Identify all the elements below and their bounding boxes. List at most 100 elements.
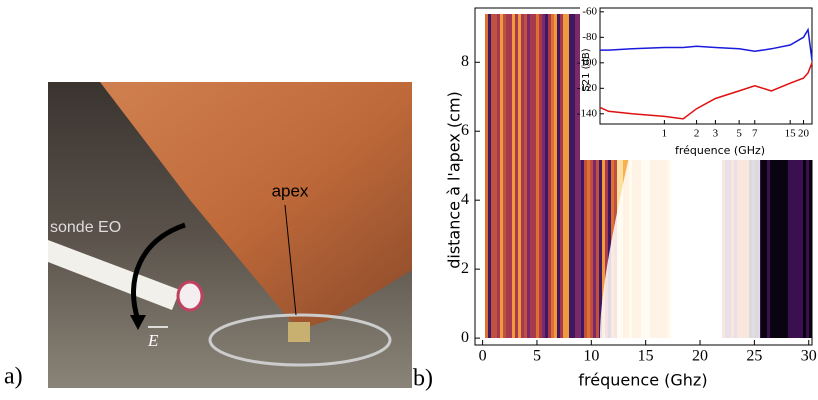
heatmap-stripe: [554, 14, 558, 338]
probe: [48, 240, 180, 310]
heatmap-stripe: [542, 14, 546, 338]
heatmap-stripe: [569, 14, 573, 338]
heatmap-stripe: [497, 14, 501, 338]
heatmap-stripe: [563, 14, 567, 338]
heatmap-stripe: [770, 14, 774, 338]
heatmap-stripe: [767, 14, 771, 338]
heatmap-stripe: [527, 14, 531, 338]
x-tick-label: 15: [638, 348, 654, 365]
heatmap-stripe: [524, 14, 528, 338]
heatmap-stripe: [572, 14, 576, 338]
heatmap-stripe: [560, 14, 564, 338]
y-tick-label: -100: [577, 56, 598, 68]
heatmap-stripe: [797, 14, 801, 338]
heatmap-stripe: [521, 14, 525, 338]
heatmap-stripe: [776, 14, 780, 338]
heatmap-stripe: [491, 14, 495, 338]
probe-label: sonde EO: [50, 219, 121, 236]
heatmap-stripe: [485, 14, 489, 338]
panel-label: b): [413, 366, 433, 392]
y-axis-label: S21 (dB): [581, 48, 592, 91]
heatmap-stripe: [536, 14, 540, 338]
heatmap-stripe: [773, 14, 777, 338]
heatmap-stripe: [791, 14, 795, 338]
heatmap-stripe: [545, 14, 549, 338]
heatmap-stripe: [617, 14, 621, 338]
y-tick-label: 4: [461, 191, 469, 208]
y-tick-label: -80: [582, 31, 597, 43]
x-axis-label: fréquence (GHz): [675, 144, 765, 157]
heatmap-stripe: [590, 14, 594, 338]
x-tick-label: 30: [801, 348, 817, 365]
heatmap-stripe: [785, 14, 789, 338]
x-tick-label: 20: [692, 348, 708, 365]
x-tick-label: 25: [746, 348, 762, 365]
heatmap-stripe: [509, 14, 513, 338]
panel-label: a): [4, 364, 23, 390]
heatmap-stripe: [500, 14, 504, 338]
inset-frame: [599, 7, 813, 125]
heatmap-stripe: [788, 14, 792, 338]
x-tick-label: 2: [694, 128, 700, 140]
heatmap-stripe: [506, 14, 510, 338]
heatmap-stripe: [764, 14, 768, 338]
x-tick-label: 10: [583, 348, 599, 365]
heatmap-stripe: [761, 14, 765, 338]
heatmap-stripe: [518, 14, 522, 338]
apex-pointer: [284, 204, 297, 316]
probe-end: [176, 280, 204, 312]
copper-cone: [100, 82, 412, 330]
heatmap-stripe: [623, 14, 627, 338]
heatmap-stripe: [620, 14, 624, 338]
heatmap-stripe: [578, 14, 582, 338]
x-tick-label: 5: [533, 348, 541, 365]
heatmap-stripe: [551, 14, 555, 338]
heatmap-stripe: [803, 14, 807, 338]
y-tick-label: 6: [461, 122, 469, 139]
y-tick-label: 0: [461, 329, 469, 346]
heatmap-stripe: [584, 14, 588, 338]
series-line: [600, 27, 813, 61]
heatmap-stripe: [806, 14, 810, 338]
heatmap-stripe: [488, 14, 492, 338]
series-line: [599, 62, 813, 120]
x-tick-label: 3: [713, 128, 719, 140]
x-tick-label: 1: [662, 128, 668, 140]
heatmap-stripe: [566, 14, 570, 338]
x-tick-label: 5: [736, 128, 742, 140]
heatmap-stripe: [575, 14, 579, 338]
field-label: E: [147, 331, 159, 350]
heatmap-stripe: [548, 14, 552, 338]
x-tick-label: 7: [752, 128, 758, 140]
heatmap-stripe: [494, 14, 498, 338]
y-tick-label: 8: [461, 53, 469, 70]
heatmap-stripe: [782, 14, 786, 338]
arrow: [131, 222, 186, 321]
heatmap-stripe: [539, 14, 543, 338]
y-tick-label: -60: [582, 5, 597, 17]
y-tick-label: -120: [577, 82, 598, 94]
heatmap-stripe: [596, 14, 600, 338]
x-tick-label: 0: [479, 348, 487, 365]
heatmap-stripe: [557, 14, 561, 338]
heatmap-stripe: [800, 14, 804, 338]
inset-background: [580, 3, 816, 160]
heatmap-stripe: [581, 14, 585, 338]
apex-tip: [288, 322, 310, 342]
ring: [208, 313, 392, 367]
photo: apex sonde EO E: [48, 82, 412, 388]
y-axis-label: distance à l'apex (cm): [445, 91, 464, 269]
heatmap-stripe: [587, 14, 591, 338]
y-tick-label: -140: [577, 107, 598, 119]
y-tick-label: 2: [461, 260, 469, 277]
heatmap-stripe: [611, 14, 615, 338]
heatmap-stripe: [515, 14, 519, 338]
arrow-head: [130, 315, 146, 330]
heatmap-stripe: [602, 14, 606, 338]
heatmap-stripe: [530, 14, 534, 338]
x-axis-label: fréquence (Ghz): [578, 371, 707, 390]
x-tick-label: 20: [798, 128, 810, 140]
heatmap-stripe: [599, 14, 603, 338]
heatmap-stripe: [605, 14, 609, 338]
